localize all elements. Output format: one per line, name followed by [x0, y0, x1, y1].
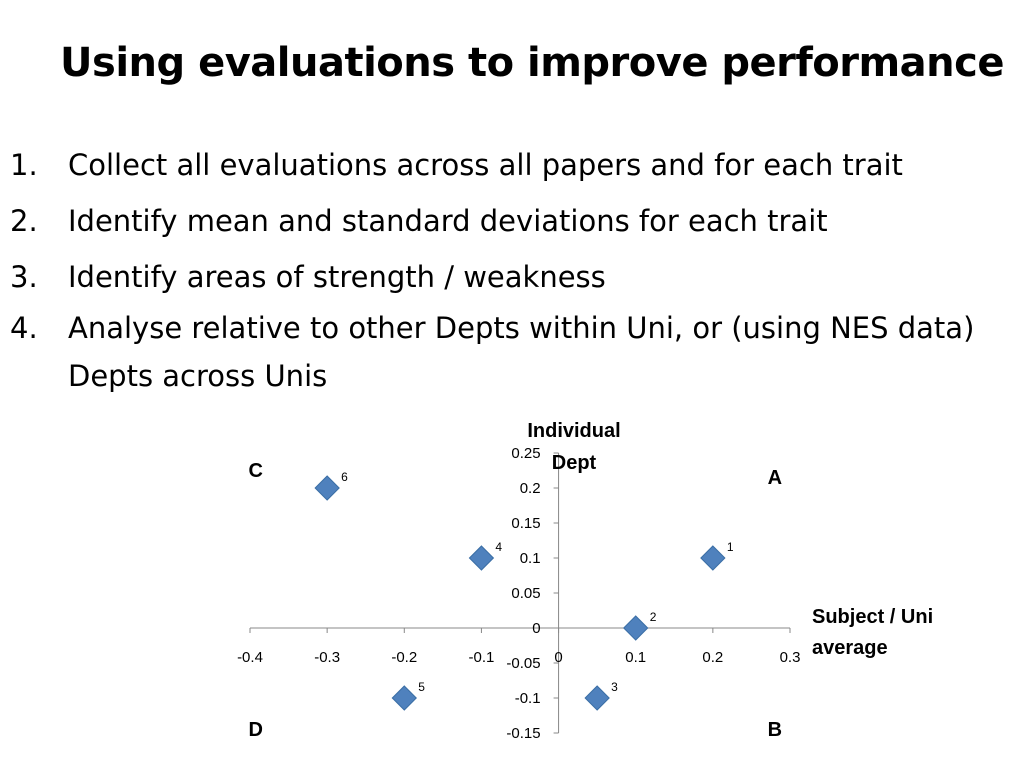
y-tick-label: 0.2	[520, 480, 541, 497]
data-point-marker	[468, 545, 495, 571]
bullet-number: 1.	[10, 148, 38, 182]
y-tick-label: 0.1	[520, 550, 541, 567]
data-point-marker	[700, 545, 726, 571]
x-tick-label: -0.3	[314, 649, 340, 666]
x-tick-label: 0.1	[625, 649, 646, 666]
quadrant-label: A	[768, 467, 782, 489]
y-tick-label: -0.15	[506, 725, 540, 742]
bullet-text: Analyse relative to other Depts within U…	[68, 311, 975, 393]
x-axis-title: Subject / Uni	[812, 606, 933, 628]
bullet-item: 2. Identify mean and standard deviations…	[10, 198, 1010, 244]
quadrant-label: C	[248, 460, 262, 482]
y-tick-label: -0.05	[506, 655, 540, 672]
x-tick-label: -0.1	[468, 649, 494, 666]
bullet-text: Identify mean and standard deviations fo…	[68, 204, 828, 238]
quadrant-label: B	[768, 719, 782, 741]
bullet-item: 4. Analyse relative to other Depts withi…	[10, 304, 1010, 400]
x-tick-label: -0.2	[391, 649, 417, 666]
data-point-marker	[391, 685, 417, 711]
bullet-number: 4.	[10, 311, 38, 345]
data-point-label: 5	[418, 680, 425, 694]
bullet-number: 2.	[10, 204, 38, 238]
x-tick-label: 0.3	[780, 649, 801, 666]
bullet-item: 3. Identify areas of strength / weakness	[10, 254, 1010, 300]
data-point-marker	[623, 615, 649, 641]
bullet-list: 1. Collect all evaluations across all pa…	[10, 142, 1010, 410]
x-axis-title: average	[812, 637, 888, 659]
bullet-text: Identify areas of strength / weakness	[68, 260, 606, 294]
data-point-label: 3	[611, 680, 618, 694]
slide-title: Using evaluations to improve performance	[60, 40, 1004, 86]
data-point-marker	[314, 475, 340, 501]
y-axis-title: Dept	[552, 452, 597, 474]
x-tick-label: 0	[554, 649, 562, 666]
x-tick-label: 0.2	[702, 649, 723, 666]
data-point-marker	[584, 685, 610, 711]
data-point-label: 2	[650, 610, 657, 624]
bullet-text: Collect all evaluations across all paper…	[68, 148, 903, 182]
data-point-label: 4	[495, 540, 502, 554]
y-axis-title: Individual	[527, 420, 620, 442]
y-tick-label: -0.1	[515, 690, 541, 707]
x-tick-label: -0.4	[237, 649, 263, 666]
y-tick-label: 0.15	[511, 515, 540, 532]
data-point-label: 1	[727, 540, 734, 554]
y-tick-label: 0	[532, 620, 540, 637]
y-tick-label: 0.05	[511, 585, 540, 602]
bullet-number: 3.	[10, 260, 38, 294]
bullet-item: 1. Collect all evaluations across all pa…	[10, 142, 1010, 188]
quadrant-label: D	[248, 719, 262, 741]
data-point-label: 6	[341, 470, 348, 484]
y-tick-label: 0.25	[511, 445, 540, 462]
